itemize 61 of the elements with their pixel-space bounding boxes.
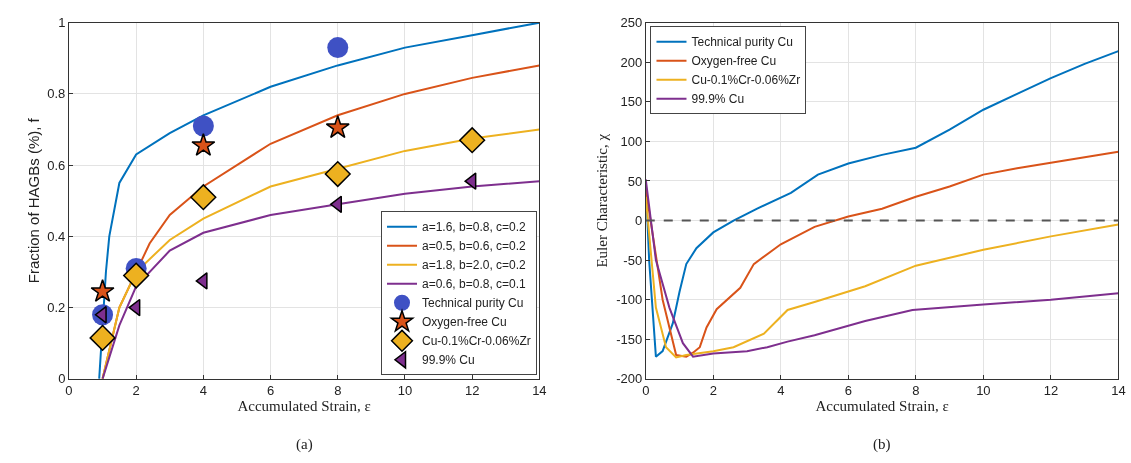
point [195, 272, 208, 290]
point [459, 127, 486, 154]
y-tick-label: -150 [616, 331, 643, 347]
x-tick-label: 2 [132, 383, 140, 399]
x-tick-label: 6 [266, 383, 275, 399]
x-tick-label: 2 [709, 383, 717, 399]
y-tick-label: 0 [58, 371, 66, 387]
x-tick-label: 4 [199, 383, 207, 399]
point [89, 324, 116, 351]
legend-label: 99.9% Cu [422, 353, 475, 368]
y-tick-label: 50 [627, 173, 643, 189]
point [327, 37, 349, 59]
x-axis-title: Accumulated Strain, ε [815, 398, 949, 415]
x-tick-label: 14 [1111, 383, 1126, 399]
y-tick-label: 100 [620, 133, 643, 149]
y-tick-label: 0.4 [47, 228, 66, 244]
x-tick-label: 10 [397, 383, 413, 399]
y-tick-label: -200 [616, 371, 643, 387]
point [192, 115, 214, 137]
y-tick-label: -50 [623, 252, 643, 268]
y-tick-label: 0 [634, 213, 643, 229]
legend-label: 99.9% Cu [691, 92, 745, 107]
text: (b) [873, 436, 891, 453]
x-tick-label: 4 [777, 383, 785, 399]
x-tick-label: 14 [532, 383, 547, 399]
y-tick-label: 0.8 [47, 86, 66, 102]
x-axis-title: Accumulated Strain, ε [237, 398, 371, 415]
point [191, 132, 216, 156]
y-tick-label: 250 [620, 15, 643, 31]
legend-label: Oxygen-free Cu [691, 54, 777, 69]
point [90, 278, 115, 302]
y-tick-label: 0.6 [47, 157, 66, 173]
x-tick-label: 12 [464, 383, 480, 399]
x-tick-label: 6 [844, 383, 852, 399]
line-series [645, 50, 1119, 358]
point [464, 172, 477, 190]
x-tick-label: 12 [1043, 383, 1059, 399]
y-tick-label: -100 [616, 292, 643, 308]
legend-label: a=1.8, b=2.0, c=0.2 [422, 258, 527, 273]
legend-label: Cu-0.1%Cr-0.06%Zr [422, 334, 531, 349]
legend-label: Technical purity Cu [422, 296, 524, 311]
legend-label: a=1.6, b=0.8, c=0.2 [422, 220, 527, 235]
x-tick-label: 10 [976, 383, 991, 399]
legend-label: a=0.5, b=0.6, c=0.2 [422, 239, 527, 254]
x-tick-label: 8 [912, 383, 920, 399]
y-tick-label: 0.2 [47, 300, 66, 316]
point [190, 184, 217, 211]
y-axis-title: Euler Characteristic, χ [594, 133, 611, 268]
legend-label: Technical purity Cu [691, 35, 793, 50]
legend-label: Oxygen-free Cu [422, 315, 507, 330]
point [325, 115, 350, 139]
x-tick-label: 8 [334, 383, 342, 399]
point [123, 262, 150, 289]
y-tick-label: 200 [620, 54, 643, 70]
legend-label: Cu-0.1%Cr-0.06%Zr [691, 73, 801, 88]
y-axis-title: Fraction of HAGBs (%), f [24, 117, 42, 284]
y-tick-label: 1 [58, 15, 66, 31]
y-tick-label: 150 [620, 94, 643, 110]
legend-label: a=0.6, b=0.8, c=0.1 [422, 277, 527, 292]
point [324, 160, 351, 188]
text: (a) [296, 436, 313, 453]
